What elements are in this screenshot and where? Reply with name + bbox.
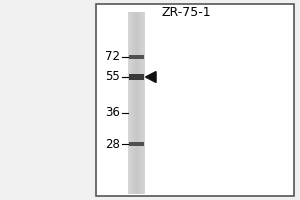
Bar [136,12,137,194]
Bar [134,12,135,194]
FancyBboxPatch shape [96,4,294,196]
FancyBboxPatch shape [129,55,144,59]
Bar [128,12,145,194]
FancyBboxPatch shape [129,142,144,146]
Bar [130,12,131,194]
Text: 55: 55 [105,71,120,84]
Polygon shape [146,72,156,82]
Bar [129,12,130,194]
FancyBboxPatch shape [129,74,144,79]
Text: ZR-75-1: ZR-75-1 [161,6,211,20]
Bar [133,12,134,194]
Bar [141,12,142,194]
Bar [139,12,140,194]
Text: 28: 28 [105,138,120,150]
Bar [140,12,141,194]
Text: 36: 36 [105,106,120,119]
Bar [143,12,144,194]
Bar [138,12,139,194]
Bar [144,12,145,194]
Bar [128,12,129,194]
Bar [137,12,138,194]
Text: 72: 72 [105,50,120,63]
Bar [135,12,136,194]
Bar [132,12,133,194]
Bar [142,12,143,194]
Bar [136,12,137,194]
